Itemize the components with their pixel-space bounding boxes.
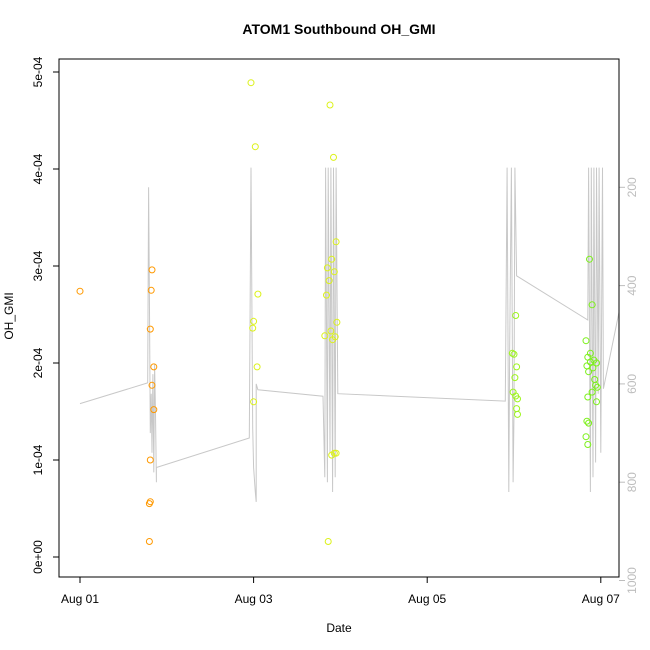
data-point-s1-7 <box>326 101 334 109</box>
data-point-s3-14 <box>588 388 596 396</box>
data-point-s2-2 <box>510 350 518 358</box>
data-point-s0-2 <box>147 286 155 294</box>
data-point-s1-19 <box>329 336 337 344</box>
data-point-s1-14 <box>323 291 330 299</box>
y2-tick-label-0: 200 <box>625 177 639 197</box>
data-point-s3-19 <box>582 433 590 441</box>
data-point-s3-16 <box>593 398 600 406</box>
y-tick-label-4: 4e-04 <box>31 153 45 184</box>
data-point-s2-9 <box>514 410 521 418</box>
x-tick-label-0: Aug 01 <box>61 592 99 606</box>
data-point-s1-3 <box>250 317 258 325</box>
data-point-s3-15 <box>584 393 592 401</box>
data-point-s0-4 <box>150 363 158 371</box>
x-tick-label-3: Aug 07 <box>582 592 620 606</box>
data-point-s1-5 <box>253 363 261 371</box>
data-point-s0-9 <box>145 500 153 508</box>
data-point-s1-23 <box>324 538 332 545</box>
pressure-trace-line <box>79 167 619 502</box>
data-point-s1-22 <box>332 449 340 457</box>
data-point-s1-12 <box>330 268 338 276</box>
y-tick-label-2: 2e-04 <box>31 347 45 378</box>
data-point-s3-8 <box>583 362 591 370</box>
data-point-s0-7 <box>146 456 154 464</box>
data-point-s1-13 <box>325 277 333 285</box>
data-point-s1-10 <box>328 255 336 263</box>
data-point-s3-10 <box>585 368 593 376</box>
data-point-s3-12 <box>592 381 600 389</box>
data-point-s1-11 <box>323 264 331 272</box>
x-tick-label-2: Aug 05 <box>408 592 446 606</box>
data-point-s3-18 <box>585 419 593 427</box>
data-point-s3-2 <box>582 337 590 345</box>
data-point-s0-3 <box>146 325 154 333</box>
data-point-s1-17 <box>321 332 329 340</box>
chart-title: ATOM1 Southbound OH_GMI <box>242 21 435 37</box>
data-point-s1-8 <box>330 153 337 161</box>
pressure-trace-layer <box>79 167 619 502</box>
data-point-s3-1 <box>588 301 596 309</box>
data-point-s2-0 <box>512 312 520 319</box>
y2-tick-label-1: 400 <box>625 275 639 295</box>
data-point-s0-10 <box>145 538 153 545</box>
data-point-s1-9 <box>332 238 340 246</box>
data-point-s1-16 <box>327 327 335 335</box>
data-point-s1-4 <box>249 324 257 332</box>
data-point-s2-7 <box>514 395 521 403</box>
data-point-s3-20 <box>584 441 592 448</box>
data-point-s1-21 <box>328 451 336 459</box>
data-point-s2-1 <box>508 349 516 357</box>
x-tick-label-1: Aug 03 <box>235 592 273 606</box>
data-point-s1-0 <box>247 79 255 87</box>
y2-tick-label-4: 1000 <box>625 567 639 594</box>
data-point-s3-0 <box>586 255 593 263</box>
point-layer <box>76 79 601 545</box>
y-tick-label-0: 0e+00 <box>31 540 45 574</box>
y-axis-label: OH_GMI <box>2 292 16 339</box>
y-tick-label-1: 1e-04 <box>31 444 45 475</box>
data-point-s2-4 <box>511 374 519 382</box>
data-point-s1-1 <box>251 143 259 151</box>
data-point-s0-0 <box>76 287 84 295</box>
data-point-s3-17 <box>583 417 591 425</box>
data-point-s0-6 <box>150 406 158 414</box>
data-point-s3-13 <box>593 383 601 391</box>
y-tick-label-5: 5e-04 <box>31 56 45 87</box>
data-point-s0-5 <box>148 381 156 389</box>
data-point-s1-2 <box>254 290 262 298</box>
data-point-s0-1 <box>148 266 156 274</box>
x-axis-label: Date <box>326 621 352 635</box>
data-point-s1-6 <box>250 398 258 406</box>
plot-frame <box>58 58 620 578</box>
y2-tick-label-2: 600 <box>625 374 639 394</box>
y2-tick-label-3: 800 <box>625 472 639 492</box>
data-point-s3-9 <box>589 364 597 372</box>
data-point-s3-7 <box>593 359 600 367</box>
data-point-s2-3 <box>513 363 521 371</box>
data-point-s1-15 <box>333 318 341 326</box>
y-tick-label-3: 3e-04 <box>31 250 45 281</box>
